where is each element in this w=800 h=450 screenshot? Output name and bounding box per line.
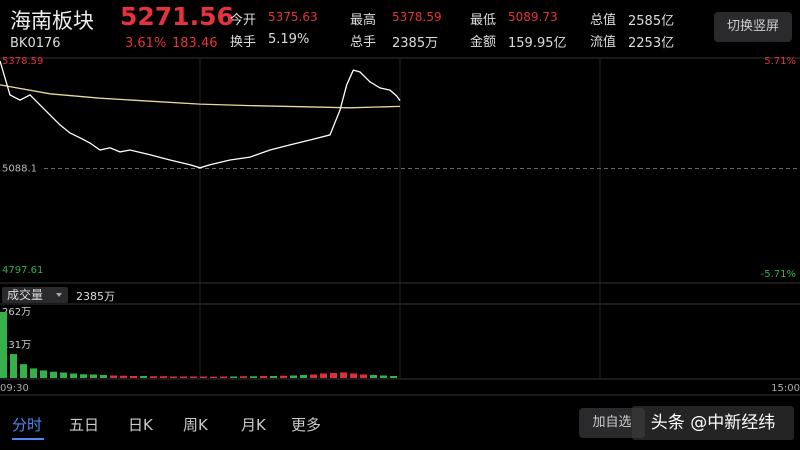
volume-bar: [170, 376, 177, 378]
volume-bar: [20, 364, 27, 378]
volume-bar: [110, 375, 117, 378]
volume-label: 成交量: [7, 288, 44, 302]
tab[interactable]: 更多: [291, 416, 322, 434]
stock-name: 海南板块: [10, 9, 94, 33]
y2-tick-label: -5.71%: [761, 269, 796, 280]
stat-value: 2385万: [392, 36, 439, 51]
average-line: [0, 84, 401, 109]
y-tick-label: 5378.59: [2, 56, 43, 67]
stat-value: 2253亿: [628, 36, 675, 51]
volume-bar: [60, 372, 67, 378]
price-line: [0, 60, 401, 169]
stat-label: 换手: [230, 35, 257, 50]
volume-bar: [370, 374, 377, 378]
tab[interactable]: 五日: [69, 416, 100, 434]
stat-label: 最低: [470, 13, 497, 28]
y-tick-label: 131万: [2, 340, 31, 351]
change: 183.46: [172, 36, 218, 51]
tab[interactable]: 分时: [12, 416, 43, 434]
volume-bar: [90, 374, 97, 378]
y2-tick-label: 5.71%: [764, 56, 796, 67]
stat-value: 5089.73: [508, 10, 558, 24]
volume-bar: [360, 374, 367, 378]
tab-underline: [12, 438, 44, 440]
volume-bar: [190, 376, 197, 378]
price: 5271.56: [120, 2, 234, 31]
volume-bar: [300, 374, 307, 378]
volume-bar: [130, 375, 137, 378]
volume-bar: [380, 375, 387, 378]
volume-bar: [180, 376, 187, 378]
change-pct: 3.61%: [125, 36, 167, 51]
y-tick-label: 262万: [2, 307, 31, 318]
volume-bar: [10, 354, 17, 378]
stat-label: 金额: [470, 35, 497, 50]
stat-label: 最高: [350, 13, 377, 28]
stat-value: 5378.59: [392, 10, 442, 24]
volume-bar: [320, 373, 327, 378]
volume-bar: [290, 375, 297, 378]
x-tick-label: 15:00: [771, 383, 800, 394]
volume-bar: [230, 376, 237, 378]
x-tick-label: 09:30: [0, 383, 29, 394]
stat-label: 今开: [230, 13, 257, 28]
volume-bar: [330, 372, 337, 378]
stat-label: 总值: [590, 13, 617, 28]
volume-bar: [310, 374, 317, 378]
volume-bar: [120, 375, 127, 378]
volume-bar: [280, 375, 287, 378]
tab[interactable]: 日K: [128, 416, 153, 434]
volume-bar: [160, 376, 167, 378]
volume-bar: [0, 312, 7, 378]
stat-label: 总手: [350, 35, 377, 50]
volume-bar: [250, 376, 257, 378]
volume-bar: [70, 373, 77, 378]
volume-bar: [200, 376, 207, 378]
volume-bar: [100, 374, 107, 378]
tab[interactable]: 周K: [183, 416, 208, 434]
stat-value: 159.95亿: [508, 36, 567, 51]
volume-bar: [350, 373, 357, 378]
volume-bar: [140, 375, 147, 378]
volume-bar: [50, 371, 57, 378]
volume-bar: [240, 376, 247, 378]
volume-bar: [150, 376, 157, 378]
stat-value: 5375.63: [268, 10, 318, 24]
volume-bar: [30, 368, 37, 378]
y-tick-label: 5088.1: [2, 164, 37, 175]
switch-button[interactable]: 切换竖屏: [714, 12, 792, 42]
y-tick-label: 4797.61: [2, 265, 43, 276]
volume-bar: [80, 374, 87, 378]
volume-bar: [390, 375, 397, 378]
stat-label: 流值: [590, 35, 617, 50]
volume-total: 2385万: [76, 290, 115, 303]
tab[interactable]: 月K: [241, 416, 266, 434]
volume-bar: [210, 376, 217, 378]
volume-bar: [220, 376, 227, 378]
volume-bar: [40, 370, 47, 378]
watermark: 头条 @中新经纬: [632, 406, 794, 440]
stat-value: 2585亿: [628, 14, 675, 29]
stat-value: 5.19%: [268, 32, 310, 47]
code: BK0176: [10, 36, 61, 51]
volume-bar: [260, 375, 267, 378]
volume-bar: [270, 375, 277, 378]
volume-bar: [340, 372, 347, 378]
